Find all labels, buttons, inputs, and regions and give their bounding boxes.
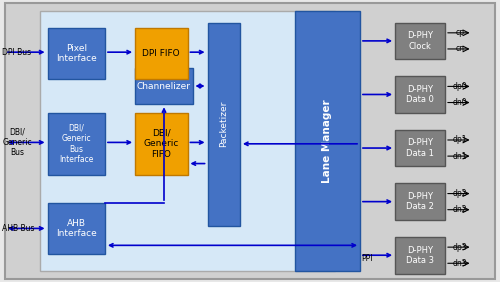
Text: D-PHY
Data 0: D-PHY Data 0 xyxy=(406,85,434,104)
Text: dp3: dp3 xyxy=(452,243,468,252)
FancyBboxPatch shape xyxy=(135,68,192,104)
FancyBboxPatch shape xyxy=(40,11,335,271)
Text: DPI FIFO: DPI FIFO xyxy=(142,49,180,58)
FancyBboxPatch shape xyxy=(395,237,445,274)
FancyBboxPatch shape xyxy=(48,113,105,175)
FancyBboxPatch shape xyxy=(395,76,445,113)
Text: DBI/
Generic
Bus: DBI/ Generic Bus xyxy=(2,127,32,157)
FancyBboxPatch shape xyxy=(395,130,445,166)
Text: dn0: dn0 xyxy=(452,98,468,107)
Text: Packetizer: Packetizer xyxy=(219,101,228,147)
Text: Lane Manager: Lane Manager xyxy=(322,99,332,183)
Text: D-PHY
Data 2: D-PHY Data 2 xyxy=(406,192,434,211)
Text: AHB Bus: AHB Bus xyxy=(2,224,35,233)
Text: dp0: dp0 xyxy=(452,82,468,91)
FancyBboxPatch shape xyxy=(295,11,360,271)
FancyBboxPatch shape xyxy=(135,113,188,175)
FancyBboxPatch shape xyxy=(5,3,495,279)
FancyBboxPatch shape xyxy=(395,23,445,59)
FancyBboxPatch shape xyxy=(48,203,105,254)
FancyBboxPatch shape xyxy=(48,28,105,79)
Text: dn3: dn3 xyxy=(452,259,468,268)
Text: Channelizer: Channelizer xyxy=(137,81,191,91)
FancyBboxPatch shape xyxy=(135,28,188,79)
Text: AHB
Interface: AHB Interface xyxy=(56,219,96,238)
Text: PPI: PPI xyxy=(361,254,372,263)
Text: dn2: dn2 xyxy=(453,205,467,214)
Text: DPI Bus: DPI Bus xyxy=(2,48,32,57)
Text: D-PHY
Clock: D-PHY Clock xyxy=(407,31,433,50)
Text: DBI/
Generic
Bus
Interface: DBI/ Generic Bus Interface xyxy=(59,124,94,164)
FancyBboxPatch shape xyxy=(395,183,445,220)
Text: cn: cn xyxy=(456,45,464,54)
FancyBboxPatch shape xyxy=(208,23,240,226)
Text: Pixel
Interface: Pixel Interface xyxy=(56,44,96,63)
Text: dn1: dn1 xyxy=(453,152,467,161)
Text: dp2: dp2 xyxy=(453,189,467,198)
Text: DBI/
Generic
FIFO: DBI/ Generic FIFO xyxy=(144,129,179,159)
Text: D-PHY
Data 1: D-PHY Data 1 xyxy=(406,138,434,158)
Text: dp1: dp1 xyxy=(453,135,467,144)
Text: D-PHY
Data 3: D-PHY Data 3 xyxy=(406,246,434,265)
Text: cp: cp xyxy=(456,28,464,37)
